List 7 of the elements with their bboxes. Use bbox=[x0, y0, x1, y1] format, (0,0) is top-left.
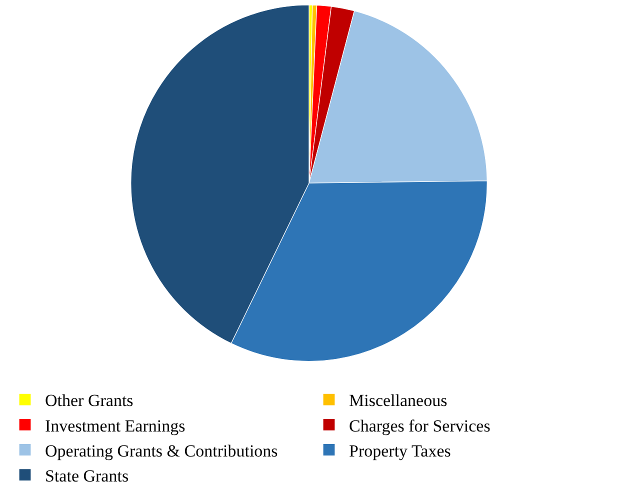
legend-label: Property Taxes bbox=[349, 441, 451, 460]
legend-label: State Grants bbox=[45, 466, 129, 486]
legend-label: Charges for Services bbox=[349, 416, 490, 436]
legend-label: Investment Earnings bbox=[45, 416, 186, 436]
legend-label: Miscellaneous bbox=[349, 391, 448, 410]
legend-label: Other Grants bbox=[45, 391, 134, 410]
legend-label: Operating Grants & Contributions bbox=[45, 441, 278, 460]
